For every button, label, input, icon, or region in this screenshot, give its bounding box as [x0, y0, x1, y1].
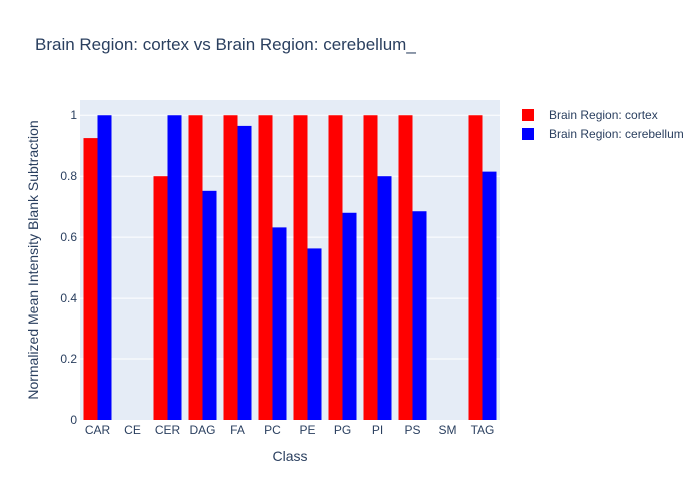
bars — [83, 115, 497, 421]
legend-label: Brain Region: cortex — [549, 108, 658, 122]
y-tick-label: 0.6 — [60, 230, 77, 244]
x-tick-label: PI — [372, 423, 383, 437]
legend-label: Brain Region: cerebellum — [549, 127, 684, 141]
bar-cortex-tag[interactable] — [468, 115, 483, 420]
bar-cortex-ps[interactable] — [398, 115, 413, 420]
y-tick-label: 0.2 — [60, 352, 77, 366]
bar-cortex-dag[interactable] — [188, 115, 203, 420]
x-tick-label: TAG — [471, 423, 495, 437]
plot-area — [80, 100, 500, 420]
x-axis-title: Class — [272, 448, 307, 464]
bar-cerebellum-ps[interactable] — [412, 211, 427, 420]
x-tick-label: CER — [155, 423, 181, 437]
bar-cortex-pc[interactable] — [258, 115, 273, 420]
bar-cortex-pg[interactable] — [328, 115, 343, 420]
x-tick-labels: CAR CE CER DAG FA PC PE PG PI PS SM TAG — [85, 423, 495, 437]
legend-swatch — [522, 128, 534, 140]
y-tick-label: 0.4 — [60, 291, 77, 305]
bar-cerebellum-pc[interactable] — [272, 227, 287, 420]
x-tick-label: PG — [334, 423, 351, 437]
bar-cerebellum-dag[interactable] — [202, 190, 217, 420]
x-tick-label: FA — [230, 423, 245, 437]
legend-swatch — [522, 109, 534, 121]
y-tick-labels: 0 0.2 0.4 0.6 0.8 1 — [60, 108, 77, 427]
y-tick-label: 0 — [70, 413, 77, 427]
bar-cortex-car[interactable] — [83, 138, 98, 420]
bar-cerebellum-car[interactable] — [97, 115, 112, 420]
bar-cerebellum-fa[interactable] — [237, 125, 252, 421]
bar-cerebellum-tag[interactable] — [482, 171, 497, 420]
y-tick-label: 0.8 — [60, 169, 77, 183]
x-tick-label: SM — [439, 423, 457, 437]
bar-cortex-pe[interactable] — [293, 115, 308, 420]
bar-cerebellum-pi[interactable] — [377, 176, 392, 420]
bar-cerebellum-pe[interactable] — [307, 248, 322, 420]
gridlines — [80, 114, 500, 360]
legend-item-cerebellum[interactable]: Brain Region: cerebellum — [522, 127, 684, 141]
x-tick-label: CAR — [85, 423, 111, 437]
y-tick-label: 1 — [70, 108, 77, 122]
bar-cortex-cer[interactable] — [153, 176, 168, 420]
y-axis-title: Normalized Mean Intensity Blank Subtract… — [25, 120, 41, 399]
x-tick-label: PS — [404, 423, 420, 437]
bar-cortex-pi[interactable] — [363, 115, 378, 420]
bar-cerebellum-pg[interactable] — [342, 212, 357, 420]
x-tick-label: PC — [264, 423, 281, 437]
chart-title: Brain Region: cortex vs Brain Region: ce… — [35, 35, 416, 54]
bar-cortex-fa[interactable] — [223, 115, 238, 420]
bar-cerebellum-cer[interactable] — [167, 115, 182, 420]
x-tick-label: DAG — [189, 423, 215, 437]
x-tick-label: PE — [299, 423, 315, 437]
legend[interactable]: Brain Region: cortex Brain Region: cerebe… — [522, 108, 684, 141]
x-tick-label: CE — [124, 423, 141, 437]
legend-item-cortex[interactable]: Brain Region: cortex — [522, 108, 658, 122]
